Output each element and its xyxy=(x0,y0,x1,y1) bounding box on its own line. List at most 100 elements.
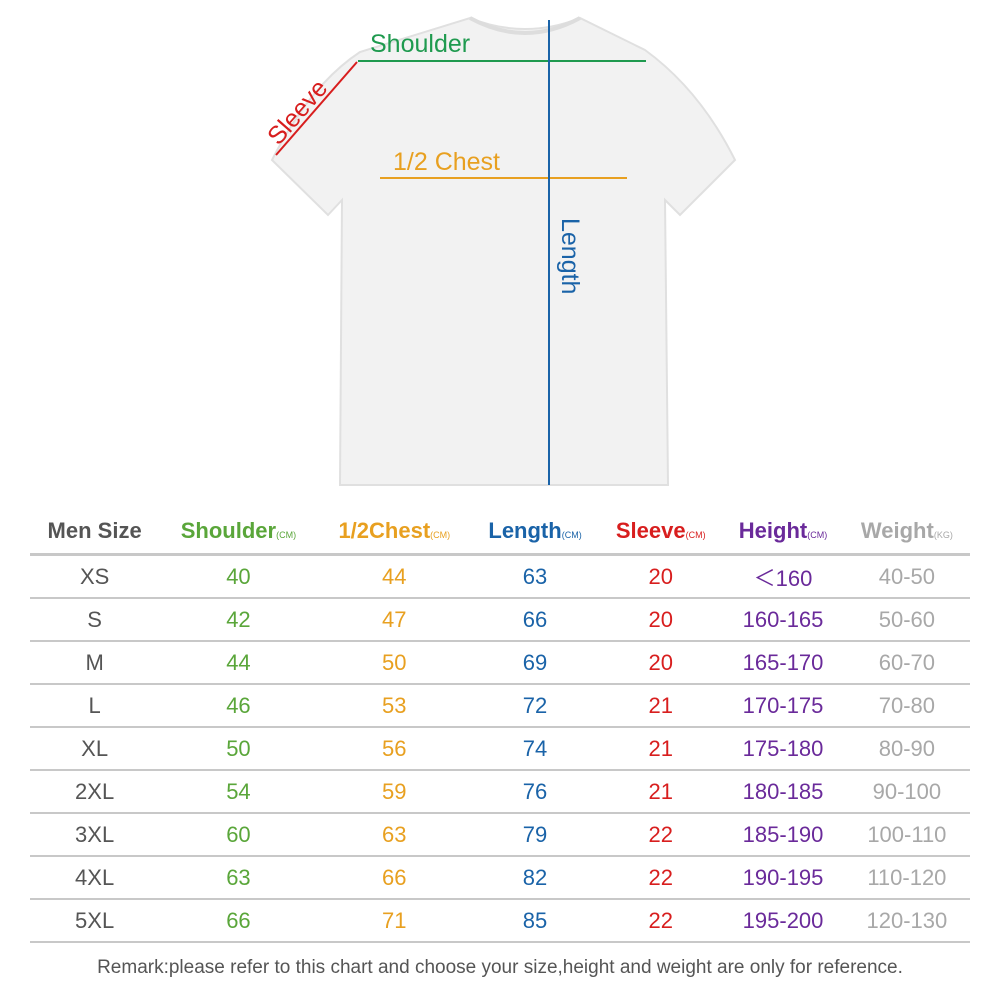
cell-size: XL xyxy=(30,727,160,771)
cell-sleeve: 20 xyxy=(599,598,723,642)
table-row: M 44 50 69 20 165-170 60-70 xyxy=(30,641,970,685)
cell-length: 69 xyxy=(470,641,600,685)
cell-height: 180-185 xyxy=(722,770,844,814)
cell-shoulder: 42 xyxy=(159,598,318,642)
header-label: Height xyxy=(738,517,808,543)
cell-sleeve: 21 xyxy=(599,727,723,771)
header-length: Length(CM) xyxy=(470,508,600,556)
chest-label: 1/2 Chest xyxy=(393,148,501,176)
cell-height: ＜160 xyxy=(722,554,844,599)
remark-text: Remark:please refer to this chart and ch… xyxy=(97,957,903,978)
cell-shoulder: 66 xyxy=(159,899,318,943)
cell-chest: 63 xyxy=(317,813,471,857)
cell-chest: 59 xyxy=(317,770,471,814)
cell-size: 3XL xyxy=(30,813,160,857)
cell-height: 195-200 xyxy=(722,899,844,943)
cell-size: 5XL xyxy=(30,899,160,943)
cell-length: 82 xyxy=(470,856,600,900)
cell-sleeve: 20 xyxy=(599,641,723,685)
cell-weight: 60-70 xyxy=(843,641,970,685)
table-row: L 46 53 72 21 170-175 70-80 xyxy=(30,684,970,728)
cell-shoulder: 54 xyxy=(159,770,318,814)
cell-size: M xyxy=(30,641,160,685)
cell-weight: 70-80 xyxy=(843,684,970,728)
header-shoulder: Shoulder(CM) xyxy=(159,508,318,556)
cell-weight: 100-110 xyxy=(843,813,970,857)
tshirt-shape xyxy=(270,16,737,486)
cell-length: 74 xyxy=(470,727,600,771)
cell-size: 4XL xyxy=(30,856,160,900)
cell-sleeve: 22 xyxy=(599,813,723,857)
size-table: Men Size Shoulder(CM) 1/2Chest(CM) Length(C… xyxy=(30,508,970,943)
cell-shoulder: 46 xyxy=(159,684,318,728)
header-label: Men Size xyxy=(47,517,142,543)
header-unit: (CM) xyxy=(807,529,828,540)
cell-length: 76 xyxy=(470,770,600,814)
cell-shoulder: 63 xyxy=(159,856,318,900)
cell-weight: 80-90 xyxy=(843,727,970,771)
cell-chest: 56 xyxy=(317,727,471,771)
cell-chest: 53 xyxy=(317,684,471,728)
cell-height: 160-165 xyxy=(722,598,844,642)
cell-chest: 47 xyxy=(317,598,471,642)
table-row: XS 40 44 63 20 ＜160 40-50 xyxy=(30,554,970,599)
header-label: 1/2Chest xyxy=(338,517,431,543)
cell-size: XS xyxy=(30,554,160,599)
shoulder-label: Shoulder xyxy=(370,30,471,58)
cell-chest: 50 xyxy=(317,641,471,685)
length-label: Length xyxy=(556,218,584,295)
header-size: Men Size xyxy=(30,508,160,556)
tshirt-diagram xyxy=(270,16,737,486)
cell-size: S xyxy=(30,598,160,642)
cell-sleeve: 22 xyxy=(599,899,723,943)
cell-sleeve: 22 xyxy=(599,856,723,900)
tshirt-collar xyxy=(469,16,581,35)
sleeve-line xyxy=(275,61,358,156)
cell-weight: 110-120 xyxy=(843,856,970,900)
cell-length: 85 xyxy=(470,899,600,943)
cell-weight: 90-100 xyxy=(843,770,970,814)
cell-size: 2XL xyxy=(30,770,160,814)
header-unit: (CM) xyxy=(276,529,297,540)
table-row: S 42 47 66 20 160-165 50-60 xyxy=(30,598,970,642)
header-height: Height(CM) xyxy=(722,508,844,556)
cell-chest: 44 xyxy=(317,554,471,599)
table-row: 3XL 60 63 79 22 185-190 100-110 xyxy=(30,813,970,857)
header-label: Shoulder xyxy=(180,517,277,543)
cell-height: 185-190 xyxy=(722,813,844,857)
header-unit: (KG) xyxy=(933,529,953,540)
table-row: 2XL 54 59 76 21 180-185 90-100 xyxy=(30,770,970,814)
cell-length: 63 xyxy=(470,554,600,599)
header-label: Length xyxy=(488,517,562,543)
cell-length: 72 xyxy=(470,684,600,728)
cell-weight: 40-50 xyxy=(843,554,970,599)
cell-height: 175-180 xyxy=(722,727,844,771)
cell-length: 66 xyxy=(470,598,600,642)
header-sleeve: Sleeve(CM) xyxy=(599,508,723,556)
header-label: Weight xyxy=(860,517,934,543)
header-weight: Weight(KG) xyxy=(843,508,970,556)
table-row: 4XL 63 66 82 22 190-195 110-120 xyxy=(30,856,970,900)
cell-height: 190-195 xyxy=(722,856,844,900)
cell-sleeve: 20 xyxy=(599,554,723,599)
cell-chest: 71 xyxy=(317,899,471,943)
cell-length: 79 xyxy=(470,813,600,857)
cell-height: 170-175 xyxy=(722,684,844,728)
cell-height: 165-170 xyxy=(722,641,844,685)
cell-weight: 50-60 xyxy=(843,598,970,642)
cell-sleeve: 21 xyxy=(599,684,723,728)
cell-shoulder: 40 xyxy=(159,554,318,599)
header-label: Sleeve xyxy=(615,517,686,543)
table-row: XL 50 56 74 21 175-180 80-90 xyxy=(30,727,970,771)
cell-weight: 120-130 xyxy=(843,899,970,943)
table-row: 5XL 66 71 85 22 195-200 120-130 xyxy=(30,899,970,943)
cell-sleeve: 21 xyxy=(599,770,723,814)
header-chest: 1/2Chest(CM) xyxy=(317,508,471,556)
header-unit: (CM) xyxy=(561,529,582,540)
cell-shoulder: 44 xyxy=(159,641,318,685)
header-unit: (CM) xyxy=(685,529,706,540)
header-unit: (CM) xyxy=(430,529,451,540)
cell-shoulder: 60 xyxy=(159,813,318,857)
cell-size: L xyxy=(30,684,160,728)
cell-chest: 66 xyxy=(317,856,471,900)
